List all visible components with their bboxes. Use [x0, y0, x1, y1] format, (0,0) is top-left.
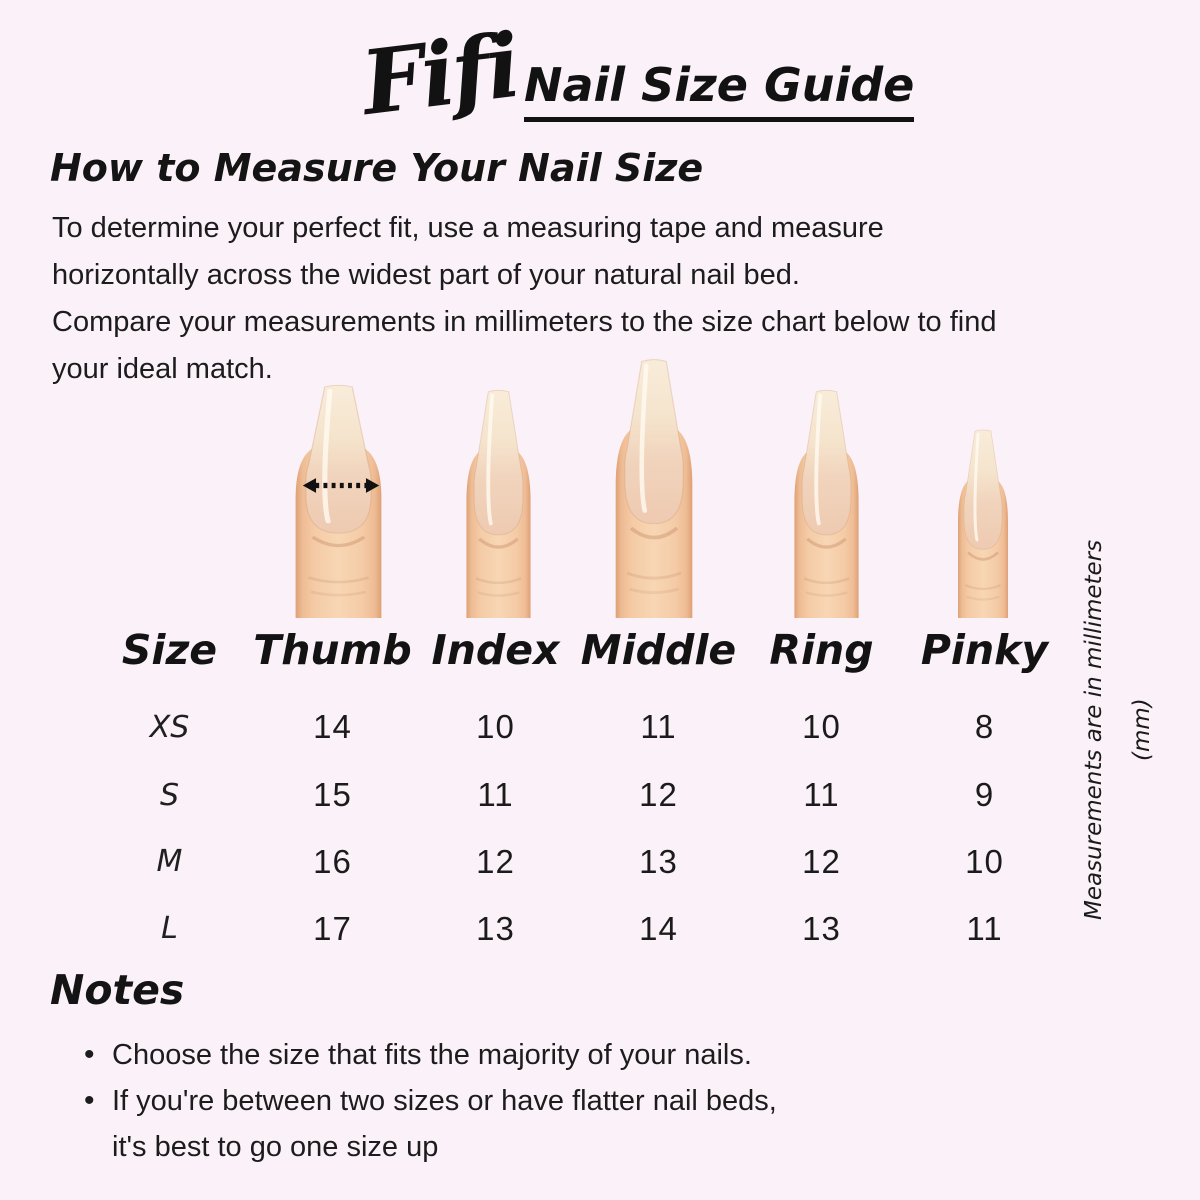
finger-illustration-middle — [608, 357, 700, 618]
cell-l-middle: 14 — [639, 909, 678, 947]
cell-xs-thumb: 14 — [313, 708, 352, 745]
cell-xs-middle: 11 — [640, 708, 677, 745]
paragraph-line: Compare your measurements in millimeters… — [52, 306, 997, 338]
how-to-heading: How to Measure Your Nail Size — [50, 146, 704, 190]
note-item: • If you're between two sizes or have fl… — [84, 1078, 777, 1124]
bullet-spacer — [84, 1124, 112, 1170]
cell-s-thumb: 15 — [313, 776, 352, 813]
bullet-icon: • — [84, 1038, 95, 1071]
unit-note-vertical: Measurements are in millimeters (mm) — [1081, 539, 1155, 921]
finger-illustration-thumb — [287, 383, 390, 618]
paragraph-line: your ideal match. — [52, 353, 273, 385]
row-label-l: L — [161, 911, 178, 946]
measure-width-arrow-icon — [302, 476, 380, 495]
cell-s-middle: 12 — [639, 776, 678, 813]
column-header-thumb: Thumb — [253, 626, 412, 674]
finger-illustration-pinky — [953, 428, 1013, 618]
finger-illustration-index — [460, 388, 537, 618]
cell-l-index: 13 — [476, 909, 515, 947]
paragraph-line: horizontally across the widest part of y… — [52, 259, 800, 291]
note-item: • Choose the size that fits the majority… — [84, 1032, 777, 1078]
bullet-icon: • — [84, 1084, 95, 1117]
cell-l-ring: 13 — [802, 909, 841, 947]
cell-m-ring: 12 — [802, 842, 841, 880]
note-text: If you're between two sizes or have flat… — [112, 1085, 777, 1117]
column-header-middle: Middle — [580, 626, 737, 674]
note-item-continuation: it's best to go one size up — [84, 1124, 777, 1170]
column-header-pinky: Pinky — [920, 626, 1049, 674]
cell-m-middle: 13 — [639, 842, 678, 880]
column-header-size: Size — [121, 626, 218, 674]
page-title: Nail Size Guide — [524, 58, 915, 122]
cell-l-thumb: 17 — [313, 909, 352, 947]
size-chart-table: Size Thumb Index Middle Ring Pinky XS 14… — [88, 608, 1066, 962]
cell-s-pinky: 9 — [974, 776, 995, 813]
cell-xs-pinky: 8 — [974, 708, 995, 745]
row-label-s: S — [159, 777, 180, 813]
cell-s-ring: 11 — [803, 776, 840, 813]
cell-xs-ring: 10 — [802, 708, 841, 745]
column-header-ring: Ring — [769, 626, 874, 674]
row-label-m: M — [156, 844, 183, 879]
notes-list: • Choose the size that fits the majority… — [84, 1032, 777, 1170]
cell-xs-index: 10 — [476, 708, 515, 745]
cell-m-index: 12 — [476, 842, 515, 880]
column-header-index: Index — [431, 626, 560, 674]
paragraph-line: To determine your perfect fit, use a mea… — [52, 212, 884, 244]
cell-m-thumb: 16 — [313, 842, 352, 880]
cell-m-pinky: 10 — [965, 842, 1004, 880]
brand-logo: Fifi — [356, 12, 523, 136]
note-text: Choose the size that fits the majority o… — [112, 1039, 752, 1071]
finger-illustration-ring — [788, 388, 865, 618]
cell-s-index: 11 — [477, 776, 514, 813]
note-text: it's best to go one size up — [112, 1131, 439, 1163]
how-to-paragraph: To determine your perfect fit, use a mea… — [52, 205, 997, 393]
row-label-xs: XS — [149, 709, 190, 745]
cell-l-pinky: 11 — [966, 909, 1003, 947]
notes-heading: Notes — [50, 966, 185, 1014]
